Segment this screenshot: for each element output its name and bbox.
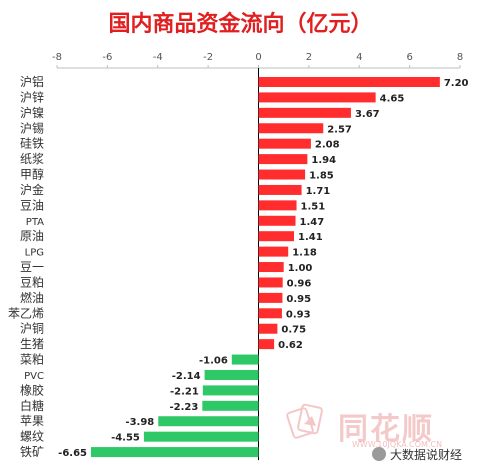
bar [258, 169, 306, 180]
data-label: -2.23 [170, 402, 199, 413]
category-label: 硅铁 [20, 137, 44, 151]
x-tick-label: 4 [356, 52, 362, 63]
bar [204, 369, 259, 380]
data-label: 1.94 [311, 155, 336, 166]
bar [158, 416, 259, 427]
category-label: PVC [24, 371, 44, 382]
bar [258, 107, 351, 118]
category-label: 铁矿 [20, 445, 44, 459]
bar [258, 277, 283, 288]
category-label: 豆一 [20, 260, 44, 274]
data-label: 4.65 [380, 93, 405, 104]
data-label: -2.14 [172, 371, 201, 382]
data-label: 1.51 [301, 201, 326, 212]
category-label: 原油 [20, 229, 44, 243]
data-label: -1.06 [199, 356, 228, 367]
category-label: 沪铝 [20, 74, 44, 89]
data-label: -4.55 [111, 433, 140, 444]
category-label: 白糖 [20, 398, 44, 413]
category-label: 生猪 [20, 337, 44, 351]
category-label: PTA [26, 217, 44, 228]
category-label: 豆粕 [20, 274, 44, 289]
watermark-account-label: 大数据说财经 [390, 448, 463, 462]
x-tick-label: 2 [306, 52, 312, 63]
watermark-account: 大数据说财经 [372, 446, 462, 463]
data-label: 0.95 [286, 294, 311, 305]
category-label: 苯乙烯 [8, 306, 44, 320]
category-label: 菜粕 [20, 352, 44, 367]
chart-title: 国内商品资金流向（亿元） [108, 11, 373, 37]
category-label: 甲醇 [20, 167, 44, 182]
bar [258, 262, 284, 273]
category-label: 沪金 [20, 182, 44, 197]
bar [258, 123, 324, 134]
bar [258, 77, 440, 87]
wechat-account-icon [372, 447, 386, 461]
bar [258, 200, 297, 211]
x-tick-label: 0 [255, 52, 261, 63]
data-label: 1.71 [306, 186, 331, 197]
data-label: 1.47 [300, 217, 325, 228]
data-label: 0.93 [286, 309, 311, 320]
bar [258, 154, 308, 165]
watermark-url: WWW.10JQKA.COM.CN [352, 440, 443, 449]
bar [258, 246, 289, 257]
data-label: 1.41 [298, 232, 323, 243]
watermark-brand: 同花顺 [338, 412, 434, 447]
data-label: 1.18 [292, 248, 317, 259]
category-label: 苹果 [20, 414, 44, 428]
x-tick-label: 8 [457, 52, 463, 63]
bar [258, 339, 275, 350]
category-label: 沪铜 [20, 321, 44, 336]
x-tick-label: -2 [203, 52, 213, 63]
data-label: -6.65 [58, 448, 87, 459]
bar [258, 231, 295, 242]
bar [258, 138, 311, 149]
bar [258, 92, 376, 103]
bar [231, 354, 259, 365]
data-label: 2.57 [327, 124, 352, 135]
x-tick-label: 6 [406, 52, 412, 63]
data-label: 1.85 [309, 171, 334, 182]
category-label: 豆油 [20, 198, 44, 212]
data-label: -2.21 [170, 386, 199, 397]
data-label: -3.98 [125, 417, 154, 428]
x-tick-label: -8 [52, 52, 62, 63]
category-label: 纸浆 [20, 151, 44, 166]
category-label: 橡胶 [20, 382, 44, 397]
data-label: 1.00 [288, 263, 313, 274]
bar [202, 385, 259, 396]
data-label: 0.96 [287, 278, 312, 289]
bar [258, 323, 278, 334]
data-label: 2.08 [315, 140, 340, 151]
data-label: 0.75 [281, 325, 306, 336]
bar [91, 447, 259, 458]
bar [258, 184, 302, 195]
category-label: 燃油 [20, 290, 44, 305]
bar [143, 431, 259, 442]
data-label: 7.20 [444, 78, 469, 89]
data-label: 3.67 [355, 109, 380, 120]
category-label: 沪镍 [20, 106, 44, 120]
category-label: 沪锡 [20, 120, 44, 135]
data-label: 0.62 [278, 340, 303, 351]
category-label: 螺纹 [20, 430, 44, 444]
x-tick-label: -6 [102, 52, 112, 63]
bar [258, 215, 296, 226]
x-tick-label: -4 [153, 52, 163, 63]
category-label: 沪锌 [20, 90, 44, 104]
bar [258, 292, 283, 303]
watermark-logo-icon [286, 403, 323, 439]
bar [258, 308, 282, 319]
category-label: LPG [25, 248, 44, 259]
bar [202, 400, 259, 411]
